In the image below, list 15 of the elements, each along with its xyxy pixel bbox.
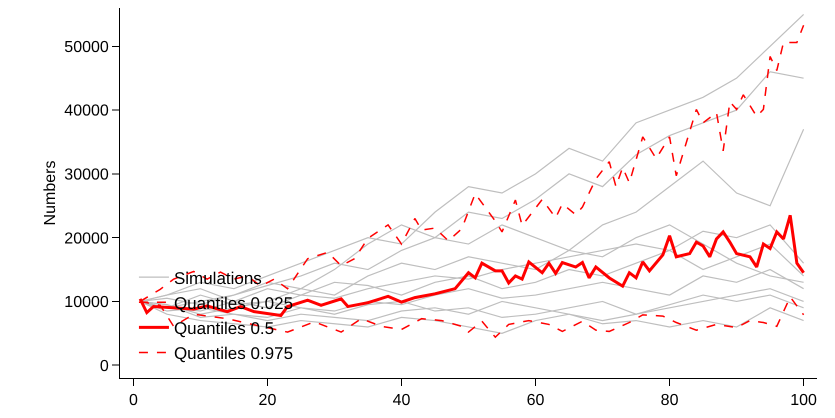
y-tick-label: 40000 [64, 102, 109, 120]
y-tick-label: 10000 [64, 294, 109, 312]
x-tick-label: 100 [790, 392, 818, 410]
x-tick-label: 60 [526, 392, 545, 410]
y-tick-label: 20000 [64, 230, 109, 248]
x-tick-label: 80 [660, 392, 679, 410]
y-tick-label: 30000 [64, 166, 109, 184]
y-tick-label: 50000 [64, 38, 109, 56]
x-tick-label: 20 [258, 392, 276, 410]
legend-label: Quantiles 0.5 [174, 318, 274, 338]
y-axis-title: Numbers [42, 160, 60, 226]
x-tick-label: 40 [392, 392, 410, 410]
legend-label: Quantiles 0.975 [174, 344, 294, 364]
x-tick-label: 0 [128, 392, 138, 410]
y-tick-label: 0 [100, 358, 109, 375]
